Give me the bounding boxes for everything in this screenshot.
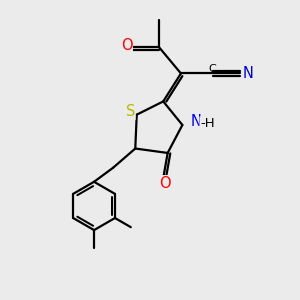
Text: O: O — [121, 38, 132, 53]
Text: S: S — [126, 104, 135, 119]
Text: N: N — [243, 66, 254, 81]
Text: C: C — [208, 64, 216, 74]
Text: O: O — [159, 176, 170, 191]
Text: -H: -H — [200, 117, 215, 130]
Text: N: N — [190, 114, 202, 129]
